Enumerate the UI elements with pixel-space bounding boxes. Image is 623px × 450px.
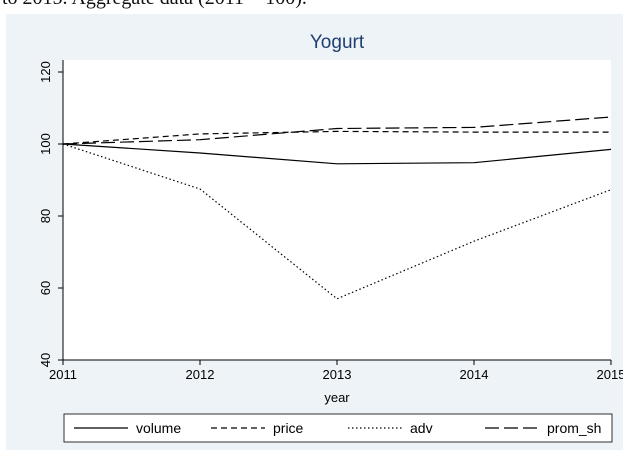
x-tick-label: 2013 bbox=[323, 367, 352, 382]
legend-label-price: price bbox=[273, 420, 304, 436]
series-line-price bbox=[62, 130, 611, 145]
y-tick-label: 80 bbox=[38, 209, 53, 223]
y-tick-label: 100 bbox=[38, 133, 53, 155]
chart-title: Yogurt bbox=[310, 32, 365, 53]
chart-panel: Yogurt 40 60 80 100 120 2011 2012 2013 2014 2015… bbox=[6, 14, 623, 450]
caption-text: to 2015. Aggregate data (2011 = 100). bbox=[2, 0, 307, 10]
plot-area bbox=[63, 60, 611, 360]
legend: volume price adv prom_sh bbox=[74, 420, 601, 436]
legend-label-volume: volume bbox=[136, 420, 181, 436]
y-tick-label: 40 bbox=[38, 353, 53, 367]
x-axis-label: year bbox=[324, 390, 350, 405]
x-axis-ticks: 2011 2012 2013 2014 2015 bbox=[49, 360, 623, 382]
series-line-volume bbox=[62, 143, 612, 165]
y-tick-label: 120 bbox=[38, 61, 53, 83]
series-line-adv bbox=[62, 143, 612, 300]
line-chart: Yogurt 40 60 80 100 120 2011 2012 2013 2014 2015… bbox=[38, 32, 623, 443]
legend-box bbox=[63, 413, 613, 443]
y-axis-ticks: 40 60 80 100 120 bbox=[38, 61, 63, 367]
series-line-prom-sh bbox=[62, 116, 612, 145]
y-tick-label: 60 bbox=[38, 281, 53, 295]
x-tick-label: 2015 bbox=[597, 367, 623, 382]
x-tick-label: 2012 bbox=[186, 367, 215, 382]
legend-label-prom-sh: prom_sh bbox=[547, 420, 601, 436]
series-lines bbox=[62, 116, 612, 300]
x-tick-label: 2014 bbox=[460, 367, 489, 382]
x-tick-label: 2011 bbox=[49, 367, 77, 382]
legend-label-adv: adv bbox=[410, 420, 433, 436]
